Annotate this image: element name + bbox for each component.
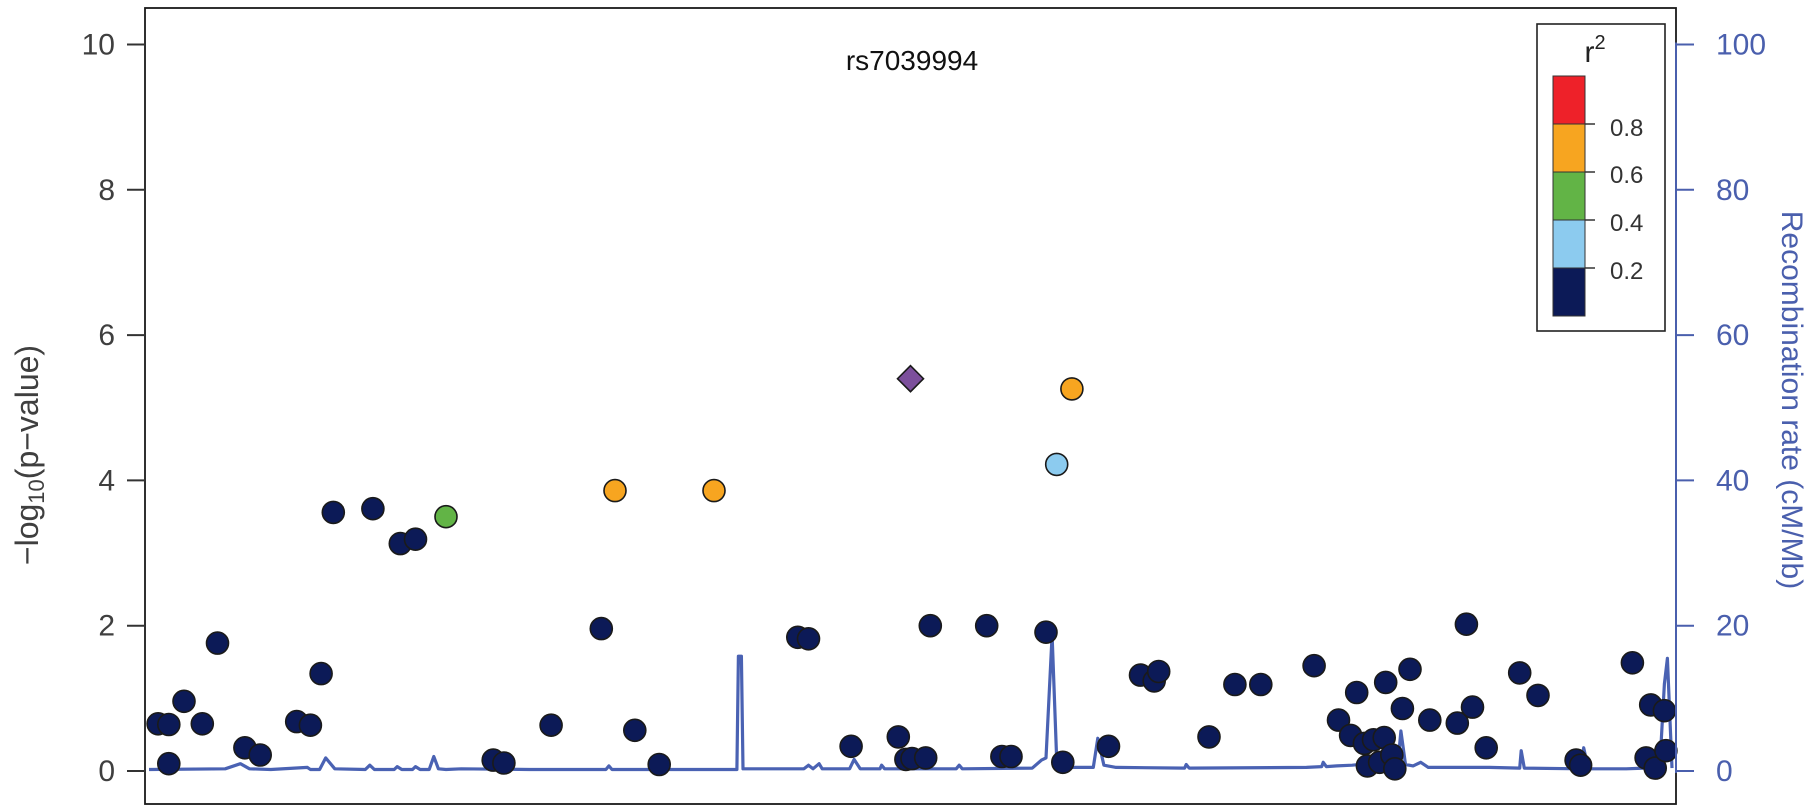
snp-point xyxy=(1454,612,1479,637)
snp-point xyxy=(1526,683,1550,708)
snp-point xyxy=(1044,452,1069,477)
left-axis-title-sub: 10 xyxy=(24,479,49,503)
legend-label: 0.6 xyxy=(1610,162,1643,189)
plot-area xyxy=(144,7,1677,805)
snp-point xyxy=(205,631,230,655)
snp-point xyxy=(190,711,215,736)
snp-point xyxy=(1654,738,1678,763)
snp-point xyxy=(1223,672,1247,697)
right-tick-label: 60 xyxy=(1716,319,1749,352)
snp-point xyxy=(1096,734,1121,759)
snp-point xyxy=(1418,708,1442,732)
snp-point xyxy=(1445,711,1470,735)
legend-color-bin xyxy=(1552,219,1586,269)
snp-point xyxy=(974,613,999,638)
legend-label: 0.8 xyxy=(1610,115,1643,142)
snp-point xyxy=(298,713,323,738)
left-tick-label: 0 xyxy=(98,755,115,788)
legend-title-sup: 2 xyxy=(1594,32,1605,54)
right-tick-label: 0 xyxy=(1716,755,1733,788)
snp-point xyxy=(1643,756,1667,780)
left-tick-label: 10 xyxy=(82,29,115,62)
snp-point xyxy=(1146,659,1171,684)
snp-points-layer xyxy=(146,364,1678,781)
snp-point xyxy=(1398,657,1422,682)
snp-point xyxy=(309,661,333,686)
snp-point xyxy=(886,725,911,749)
snp-point xyxy=(1620,650,1645,675)
snp-point xyxy=(172,689,196,714)
snp-point xyxy=(603,478,627,503)
legend-title: r2 xyxy=(1584,32,1605,69)
snp-point xyxy=(157,712,181,737)
legend-label: 0.4 xyxy=(1610,210,1643,237)
snp-point xyxy=(1034,620,1058,645)
legend-color-bin xyxy=(1552,171,1586,221)
recombination-rate-line xyxy=(148,633,1674,772)
snp-point xyxy=(248,743,273,767)
recombination-layer xyxy=(148,633,1674,772)
snp-point xyxy=(403,527,428,552)
snp-point xyxy=(1652,698,1677,723)
left-tick-label: 8 xyxy=(98,174,115,207)
snp-point xyxy=(1390,696,1415,721)
legend-color-bin xyxy=(1552,267,1586,317)
snp-point xyxy=(434,504,458,529)
snp-point xyxy=(1507,661,1532,685)
legend-color-bin xyxy=(1552,75,1586,125)
legend-label: 0.2 xyxy=(1610,258,1643,285)
legend-title-main: r xyxy=(1584,36,1594,69)
snp-point xyxy=(999,744,1023,769)
snp-point xyxy=(492,751,516,775)
snp-point xyxy=(1051,750,1075,775)
snp-point xyxy=(1373,670,1398,695)
right-axis-title: Recombination rate (cM/Mb) xyxy=(1775,211,1808,589)
snp-point xyxy=(589,616,614,641)
snp-point xyxy=(1383,756,1407,781)
right-tick-label: 40 xyxy=(1716,464,1749,497)
snp-point xyxy=(1474,735,1498,760)
snp-point xyxy=(361,496,385,521)
snp-point xyxy=(702,478,726,503)
snp-point xyxy=(1060,377,1084,401)
left-tick-label: 2 xyxy=(98,610,115,643)
snp-point xyxy=(1302,653,1326,678)
snp-point xyxy=(796,626,821,651)
legend-color-bin xyxy=(1552,123,1586,173)
left-axis-title-rest: (p−value) xyxy=(9,345,45,479)
snp-point xyxy=(839,734,863,759)
snp-point xyxy=(1249,672,1273,697)
snp-point xyxy=(622,718,647,743)
snp-point xyxy=(321,500,346,525)
snp-point xyxy=(157,751,181,776)
right-tick-label: 100 xyxy=(1716,29,1766,62)
right-tick-label: 80 xyxy=(1716,174,1749,207)
snp-point xyxy=(1568,753,1593,778)
legend-color-scale xyxy=(1552,75,1595,317)
left-tick-label: 6 xyxy=(98,319,115,352)
legend: r2 0.8 0.6 0.4 0.2 xyxy=(1536,23,1666,332)
left-tick-label: 4 xyxy=(98,464,115,497)
left-axis-title: −log10(p−value) xyxy=(9,345,49,565)
lead-snp-diamond xyxy=(896,364,925,393)
plot-title: rs7039994 xyxy=(846,45,978,76)
snp-point xyxy=(1197,725,1221,749)
right-tick-label: 20 xyxy=(1716,610,1749,643)
snp-point xyxy=(539,713,563,738)
left-axis-title-main: −log xyxy=(9,504,45,565)
snp-point xyxy=(918,613,943,638)
snp-point xyxy=(1326,708,1351,732)
snp-point xyxy=(647,752,672,777)
plot-border xyxy=(144,7,1677,805)
snp-point xyxy=(1460,695,1485,719)
snp-point xyxy=(913,746,938,770)
snp-point xyxy=(1344,680,1369,705)
